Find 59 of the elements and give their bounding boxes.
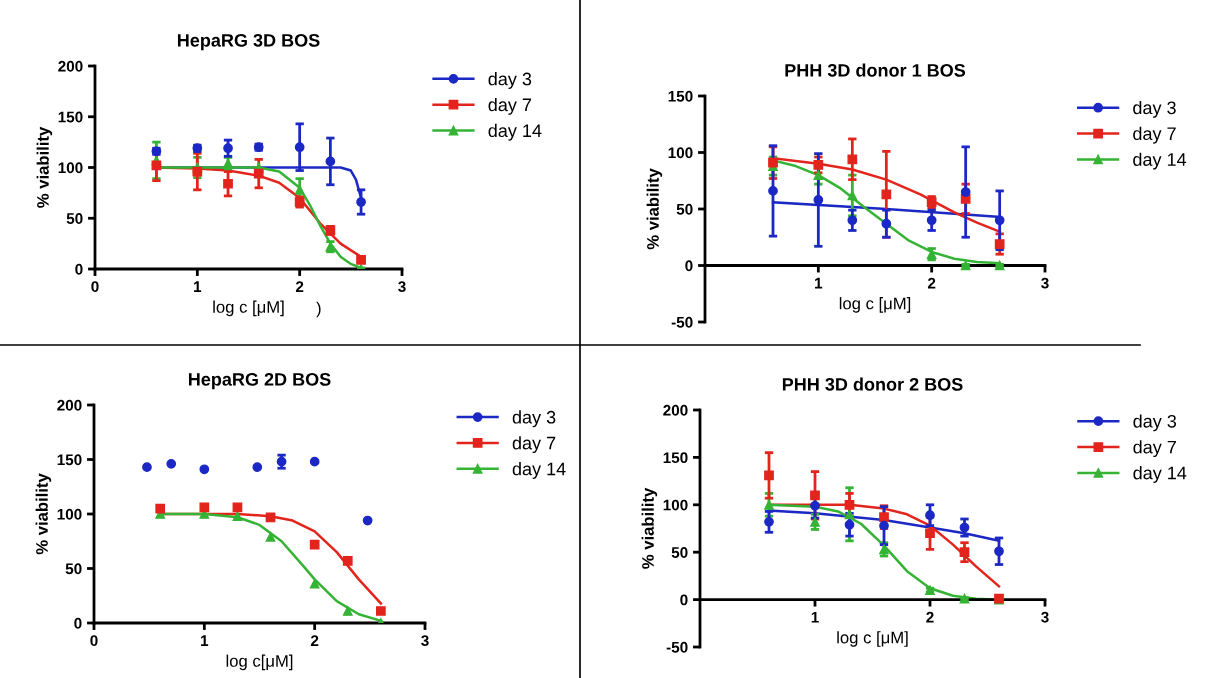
x-axis-title: log c [μM] <box>839 297 911 313</box>
y-tick-label: 200 <box>57 399 82 411</box>
y-tick-label: 100 <box>668 147 693 159</box>
legend-label: day 3 <box>1133 414 1177 432</box>
chart-title: HepaRG 3D BOS <box>177 33 320 51</box>
legend-label: day 3 <box>512 410 556 428</box>
legend-label: day 7 <box>512 436 556 454</box>
x-tick-label: 3 <box>1041 611 1049 623</box>
x-tick-label: 0 <box>91 281 99 293</box>
x-tick-label: 2 <box>310 635 319 646</box>
legend-label: day 14 <box>1133 152 1187 170</box>
legend-label: day 7 <box>488 97 532 115</box>
y-tick-label: 200 <box>58 60 83 72</box>
x-tick-label: 2 <box>926 611 934 623</box>
x-axis-title: log c [μM] <box>837 631 908 647</box>
legend-label: day 3 <box>1133 100 1176 118</box>
text: ) <box>316 301 321 318</box>
x-tick-label: 1 <box>811 611 819 623</box>
y-tick-label: 0 <box>680 594 688 606</box>
x-axis-title: log c[μM] <box>226 654 293 671</box>
legend-label: day 14 <box>512 462 566 479</box>
chart-title: PHH 3D donor 2 BOS <box>782 377 963 391</box>
y-tick-label: -50 <box>671 316 693 328</box>
y-axis-title: % viability <box>36 126 53 208</box>
x-tick-label: 1 <box>194 281 202 292</box>
y-tick-label: -50 <box>666 641 688 653</box>
y-tick-label: 150 <box>57 454 82 466</box>
x-tick-label: 1 <box>201 635 209 646</box>
y-tick-label: 150 <box>58 111 83 123</box>
y-axis-title: % viability <box>641 487 658 569</box>
y-tick-label: 200 <box>663 404 688 416</box>
chart-title: PHH 3D donor 1 BOS <box>785 63 966 77</box>
y-tick-label: 150 <box>668 90 693 102</box>
chart-title: HepaRG 2D BOS <box>188 372 331 390</box>
x-axis-title: log c [μM] <box>213 300 284 317</box>
legend-label: day 14 <box>488 123 542 141</box>
y-tick-label: 50 <box>66 213 83 224</box>
legend-label: day 3 <box>488 72 532 89</box>
y-tick-label: 100 <box>663 499 688 511</box>
y-tick-label: 50 <box>65 563 82 575</box>
x-tick-label: 1 <box>815 277 823 289</box>
y-tick-label: 0 <box>75 263 83 275</box>
x-tick-label: 3 <box>1041 277 1049 289</box>
y-tick-label: 0 <box>685 260 693 272</box>
y-tick-label: 100 <box>58 162 83 174</box>
legend-label: day 7 <box>1133 440 1176 458</box>
y-tick-label: 100 <box>57 508 82 520</box>
x-tick-label: 3 <box>398 281 406 293</box>
legend-label: day 7 <box>1133 126 1176 144</box>
y-tick-label: 50 <box>676 203 693 215</box>
y-axis-title: % viability <box>35 473 52 555</box>
x-tick-label: 0 <box>90 635 98 647</box>
y-tick-label: 150 <box>663 452 688 464</box>
x-tick-label: 3 <box>421 635 429 647</box>
y-axis-title: % viability <box>646 168 663 250</box>
y-tick-label: 50 <box>671 547 688 558</box>
legend-label: day 14 <box>1133 466 1187 483</box>
x-tick-label: 2 <box>295 281 304 292</box>
x-tick-label: 2 <box>927 277 936 289</box>
